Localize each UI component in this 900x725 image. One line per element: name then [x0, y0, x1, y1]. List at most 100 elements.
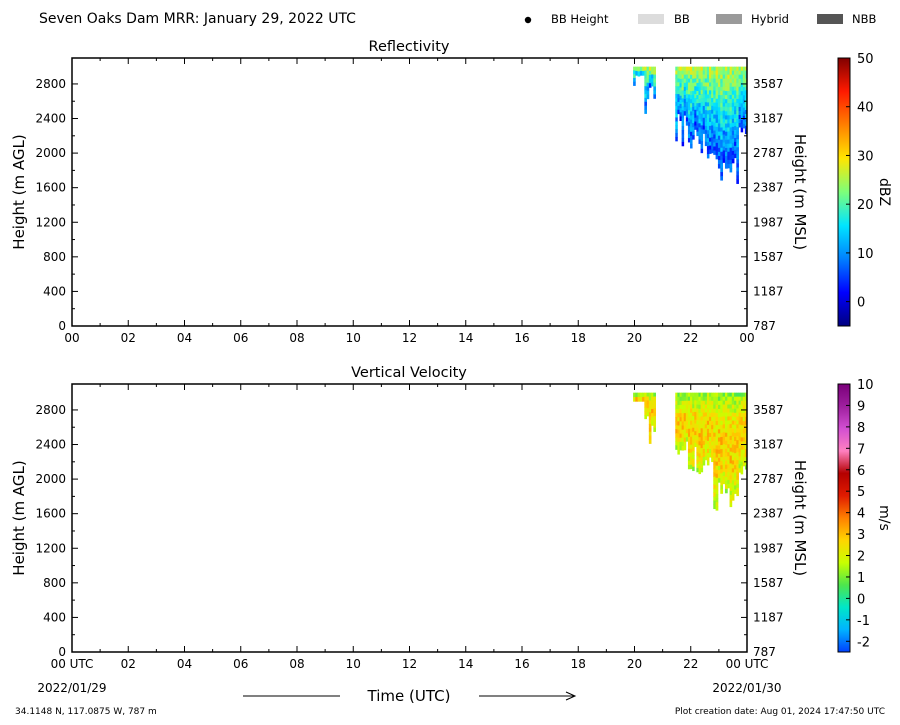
reflectivity-echo-cell	[720, 131, 724, 136]
reflectivity-echo-cell	[738, 106, 742, 112]
velocity-y2tick-label: 787	[753, 645, 776, 659]
reflectivity-echo-cell	[731, 106, 735, 112]
velocity-echo-cell	[683, 421, 687, 426]
reflectivity-echo-cell	[729, 86, 733, 92]
reflectivity-echo-cell	[709, 149, 712, 154]
velocity-echo-cell	[724, 488, 728, 494]
reflectivity-echo-cell	[715, 82, 719, 88]
reflectivity-echo-cell	[687, 102, 691, 107]
reflectivity-echo-cell	[706, 130, 710, 135]
velocity-echo-cell	[715, 404, 719, 410]
reflectivity-echo-cell	[690, 119, 693, 125]
reflectivity-echo-cell	[704, 121, 708, 127]
velocity-echo-cell	[729, 483, 733, 488]
velocity-echo-cell	[720, 420, 724, 426]
velocity-echo-cell	[722, 412, 726, 417]
velocity-echo-cell	[700, 392, 704, 398]
velocity-y2tick-label: 3187	[753, 438, 784, 452]
velocity-echo-cell	[720, 457, 724, 462]
velocity-echo-cell	[724, 448, 728, 454]
velocity-echo-cell	[690, 452, 693, 458]
reflectivity-echo-cell	[715, 86, 719, 92]
velocity-echo-cell	[648, 392, 652, 397]
reflectivity-echo-cell	[740, 123, 744, 129]
reflectivity-echo-cell	[722, 114, 726, 119]
velocity-echo-cell	[713, 428, 716, 434]
velocity-cbar-tick-label: 9	[857, 399, 865, 414]
reflectivity-echo-cell	[727, 95, 730, 100]
reflectivity-echo-cell	[679, 87, 683, 92]
velocity-echo-cell	[696, 436, 699, 441]
reflectivity-echo-cell	[717, 115, 721, 120]
legend-bb-label: BB	[674, 12, 690, 26]
velocity-echo-cell	[681, 437, 685, 443]
reflectivity-echo-cell	[677, 74, 680, 79]
reflectivity-echo-cell	[736, 135, 739, 140]
reflectivity-echo-cell	[706, 98, 710, 103]
reflectivity-echo-cell	[683, 70, 687, 76]
velocity-echo-cell	[715, 485, 719, 491]
reflectivity-echo-cell	[644, 90, 647, 95]
velocity-echo-cell	[700, 396, 704, 401]
reflectivity-ytick-label: 0	[58, 319, 66, 333]
reflectivity-echo-cell	[729, 66, 733, 72]
reflectivity-echo-cell	[704, 102, 708, 107]
reflectivity-echo-cell	[677, 105, 680, 111]
velocity-echo-cell	[711, 457, 714, 463]
reflectivity-echo-cell	[696, 74, 699, 80]
velocity-echo-cell	[648, 408, 652, 413]
velocity-echo-cell	[722, 440, 726, 445]
reflectivity-echo-cell	[727, 163, 730, 169]
velocity-echo-cell	[724, 428, 728, 434]
velocity-echo-cell	[734, 477, 737, 482]
reflectivity-echo-cell	[702, 109, 706, 115]
reflectivity-echo-cell	[734, 90, 737, 95]
velocity-echo-cell	[736, 444, 739, 449]
reflectivity-echo-cell	[706, 74, 710, 79]
reflectivity-echo-cell	[690, 107, 693, 112]
velocity-echo-cell	[713, 440, 716, 446]
reflectivity-echo-cell	[729, 70, 733, 76]
velocity-echo-cell	[715, 457, 719, 462]
reflectivity-echo-cell	[720, 159, 724, 165]
reflectivity-echo-cell	[685, 97, 689, 103]
reflectivity-echo-cell	[704, 74, 708, 79]
velocity-echo-cell	[729, 471, 733, 476]
reflectivity-echo-cell	[696, 95, 699, 100]
reflectivity-echo-cell	[700, 78, 704, 83]
velocity-echo-cell	[736, 448, 739, 453]
velocity-echo-cell	[704, 404, 708, 409]
reflectivity-echo-cell	[683, 103, 687, 108]
reflectivity-echo-cell	[731, 126, 735, 132]
velocity-echo-cell	[722, 456, 726, 461]
reflectivity-echo-cell	[677, 78, 680, 83]
reflectivity-echo-cell	[681, 133, 685, 139]
reflectivity-echo-cell	[687, 106, 691, 111]
reflectivity-echo-cell	[709, 133, 712, 139]
velocity-echo-cell	[687, 428, 691, 434]
velocity-echo-cell	[715, 469, 719, 475]
reflectivity-echo-cell	[734, 106, 737, 111]
reflectivity-echo-cell	[740, 99, 744, 104]
reflectivity-echo-cell	[646, 86, 650, 92]
velocity-echo-cell	[720, 481, 724, 486]
velocity-echo-cell	[700, 460, 704, 465]
reflectivity-panel: Reflectivity 00 02 04 06 08 10 12 14 16 18 20 22 000…	[10, 39, 892, 345]
reflectivity-echo-cell	[731, 102, 735, 108]
velocity-echo-cell	[740, 404, 744, 410]
reflectivity-echo-cell	[717, 131, 721, 137]
velocity-echo-cell	[706, 400, 710, 406]
velocity-echo-cell	[702, 444, 706, 450]
reflectivity-echo-cell	[727, 139, 730, 145]
velocity-echo-cell	[704, 447, 708, 453]
velocity-echo-cell	[681, 404, 685, 410]
reflectivity-echo-cell	[651, 70, 654, 75]
reflectivity-echo-cell	[717, 127, 721, 133]
velocity-echo-cell	[715, 437, 719, 442]
velocity-echo-cell	[744, 416, 748, 422]
reflectivity-echo-cell	[722, 130, 726, 135]
velocity-echo-cell	[720, 412, 724, 418]
velocity-echo-cell	[729, 428, 733, 433]
velocity-echo-cell	[717, 466, 721, 471]
velocity-echo-cell	[694, 442, 697, 448]
